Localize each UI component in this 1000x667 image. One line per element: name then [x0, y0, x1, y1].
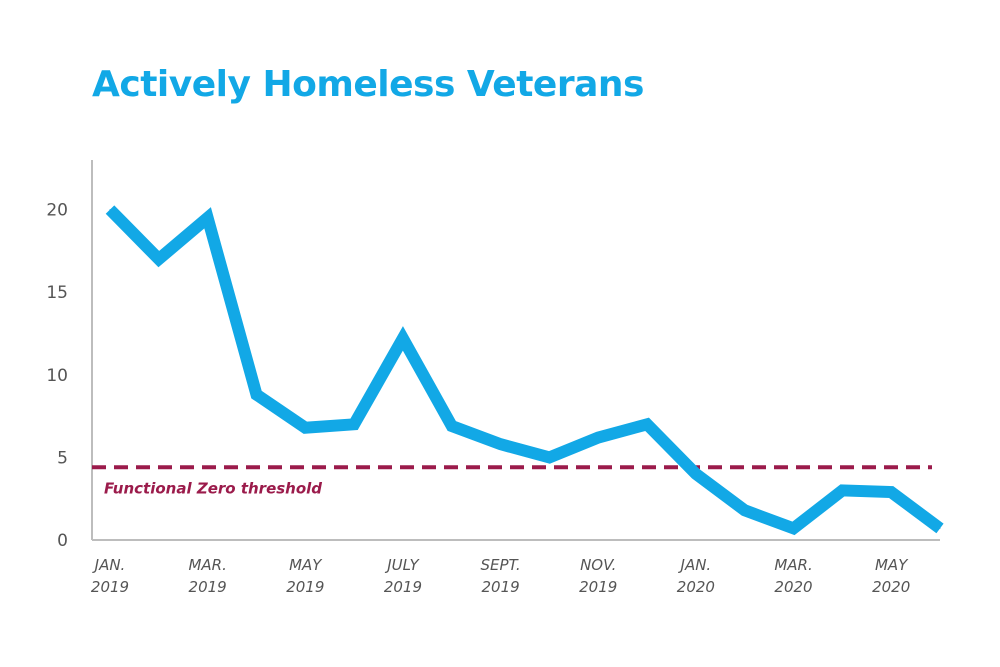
- x-tick-labels: JAN. 2019 MAR. 2019 MAY 2019 JULY 2019 SEPT. 2019…: [91, 556, 910, 596]
- data-point: [939, 527, 941, 529]
- threshold-group: Functional Zero threshold: [92, 465, 932, 497]
- x-tick-label-month: NOV.: [580, 556, 616, 574]
- series-group: [105, 205, 944, 536]
- y-tick-label: 15: [46, 283, 68, 303]
- data-point: [646, 423, 648, 425]
- x-tick-label-year: 2019: [481, 578, 519, 596]
- x-tick-label-year: 2019: [579, 578, 617, 596]
- y-tick-label: 5: [57, 448, 68, 468]
- data-point: [109, 209, 111, 211]
- x-tick-label-year: 2019: [384, 578, 422, 596]
- x-tick-label-year: 2020: [677, 578, 715, 596]
- data-point: [451, 425, 453, 427]
- y-tick-labels: 0 5 10 15 20: [46, 201, 68, 551]
- x-tick-label-month: SEPT.: [480, 556, 520, 574]
- x-tick-label-year: 2019: [286, 578, 324, 596]
- x-tick-label-year: 2019: [189, 578, 227, 596]
- data-point: [158, 258, 160, 260]
- data-point: [793, 527, 794, 529]
- x-tick-label-month: JAN.: [678, 556, 712, 574]
- x-tick-label-month: MAY: [875, 556, 909, 574]
- data-point: [841, 489, 843, 491]
- threshold-label: Functional Zero threshold: [104, 479, 322, 497]
- data-point: [695, 473, 697, 475]
- data-point: [402, 337, 404, 339]
- data-point: [256, 394, 257, 396]
- x-tick-label-year: 2020: [872, 578, 910, 596]
- data-point: [353, 423, 355, 425]
- axes: [91, 160, 940, 541]
- x-tick-label-month: MAR.: [188, 556, 226, 574]
- x-tick-label-month: JAN.: [92, 556, 126, 574]
- data-point: [744, 509, 746, 511]
- y-tick-label: 20: [46, 201, 68, 221]
- data-point: [500, 443, 502, 445]
- data-point: [207, 217, 209, 219]
- series-line: [105, 205, 944, 536]
- x-tick-label-year: 2020: [774, 578, 812, 596]
- x-tick-label-month: JULY: [384, 556, 420, 574]
- x-tick-label-year: 2019: [91, 578, 129, 596]
- data-point: [304, 427, 306, 429]
- y-tick-label: 0: [57, 531, 68, 551]
- data-point: [548, 456, 550, 458]
- x-tick-label-month: MAR.: [774, 556, 812, 574]
- chart-title: Actively Homeless Veterans: [92, 64, 644, 105]
- x-tick-label-month: MAY: [289, 556, 323, 574]
- data-point: [890, 491, 892, 493]
- y-tick-label: 10: [46, 366, 68, 386]
- data-point: [597, 437, 599, 439]
